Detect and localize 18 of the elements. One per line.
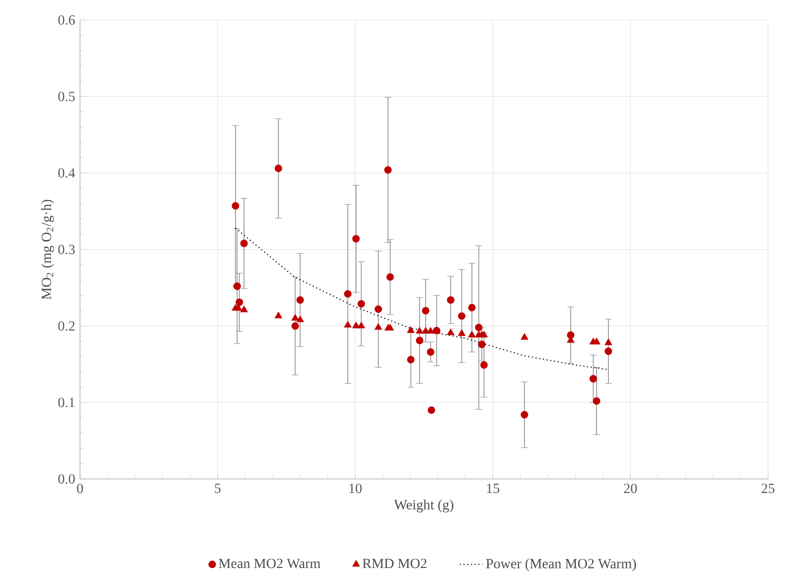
legend-label: Mean MO2 Warm — [218, 558, 320, 568]
y-tick-label: 0.6 — [58, 15, 75, 25]
y-tick-label: 0.5 — [58, 92, 75, 102]
legend-label: RMD MO2 — [362, 558, 426, 568]
x-axis-title: Weight (g) — [394, 500, 454, 512]
x-tick-label: 5 — [214, 484, 221, 494]
x-tick-label: 0 — [77, 484, 83, 494]
y-tick-label: 0.2 — [58, 321, 75, 331]
legend-label: Power (Mean MO2 Warm) — [486, 558, 636, 572]
x-tick-label: 15 — [487, 484, 500, 494]
y-tick-label: 0.4 — [58, 168, 76, 178]
y-tick-label: 0.0 — [58, 474, 75, 484]
x-tick-label: 20 — [624, 484, 637, 494]
y-axis-title: MO$_{2}$ (mg O$_{2}$/g·h) — [41, 200, 54, 300]
x-tick-label: 25 — [762, 484, 774, 494]
y-tick-label: 0.1 — [58, 398, 74, 408]
y-tick-label: 0.3 — [58, 244, 75, 254]
x-tick-label: 10 — [349, 484, 362, 494]
